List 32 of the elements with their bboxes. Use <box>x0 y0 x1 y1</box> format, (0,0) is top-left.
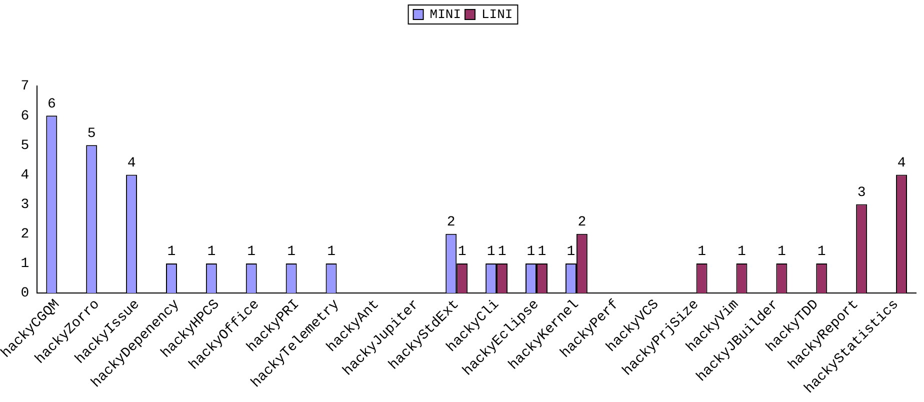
data-label: 1 <box>247 244 256 260</box>
data-label: 1 <box>167 244 176 260</box>
data-label: 1 <box>566 244 576 260</box>
data-label: 1 <box>287 244 296 260</box>
data-label: 1 <box>526 244 536 260</box>
y-tick-label: 3 <box>20 196 30 213</box>
y-tick-label: 0 <box>20 286 30 302</box>
y-tick-label: 5 <box>20 138 30 154</box>
data-label: 1 <box>207 244 216 260</box>
data-label: 4 <box>897 155 906 172</box>
data-label: 5 <box>87 126 96 142</box>
y-tick-label: 4 <box>20 167 30 184</box>
data-label: 1 <box>698 244 706 260</box>
y-tick-label: 7 <box>20 78 30 95</box>
y-tick-label: 1 <box>20 256 30 272</box>
data-label: 6 <box>47 96 56 112</box>
data-label: 1 <box>458 244 466 260</box>
y-tick-label: 2 <box>20 226 30 243</box>
data-label: 4 <box>127 155 136 172</box>
data-label: 1 <box>738 244 746 260</box>
data-label: 1 <box>327 244 336 260</box>
data-label: 1 <box>777 244 786 260</box>
y-tick-label: 6 <box>20 108 30 124</box>
data-label: 1 <box>817 244 826 260</box>
data-label: 3 <box>857 184 866 201</box>
legend-label: MINI <box>430 6 462 22</box>
data-label: 1 <box>538 244 546 260</box>
data-label: 1 <box>486 244 496 260</box>
legend-label: LINI <box>482 6 513 22</box>
data-label: 1 <box>498 244 506 260</box>
data-label: 2 <box>446 214 456 231</box>
data-label: 2 <box>578 214 586 231</box>
